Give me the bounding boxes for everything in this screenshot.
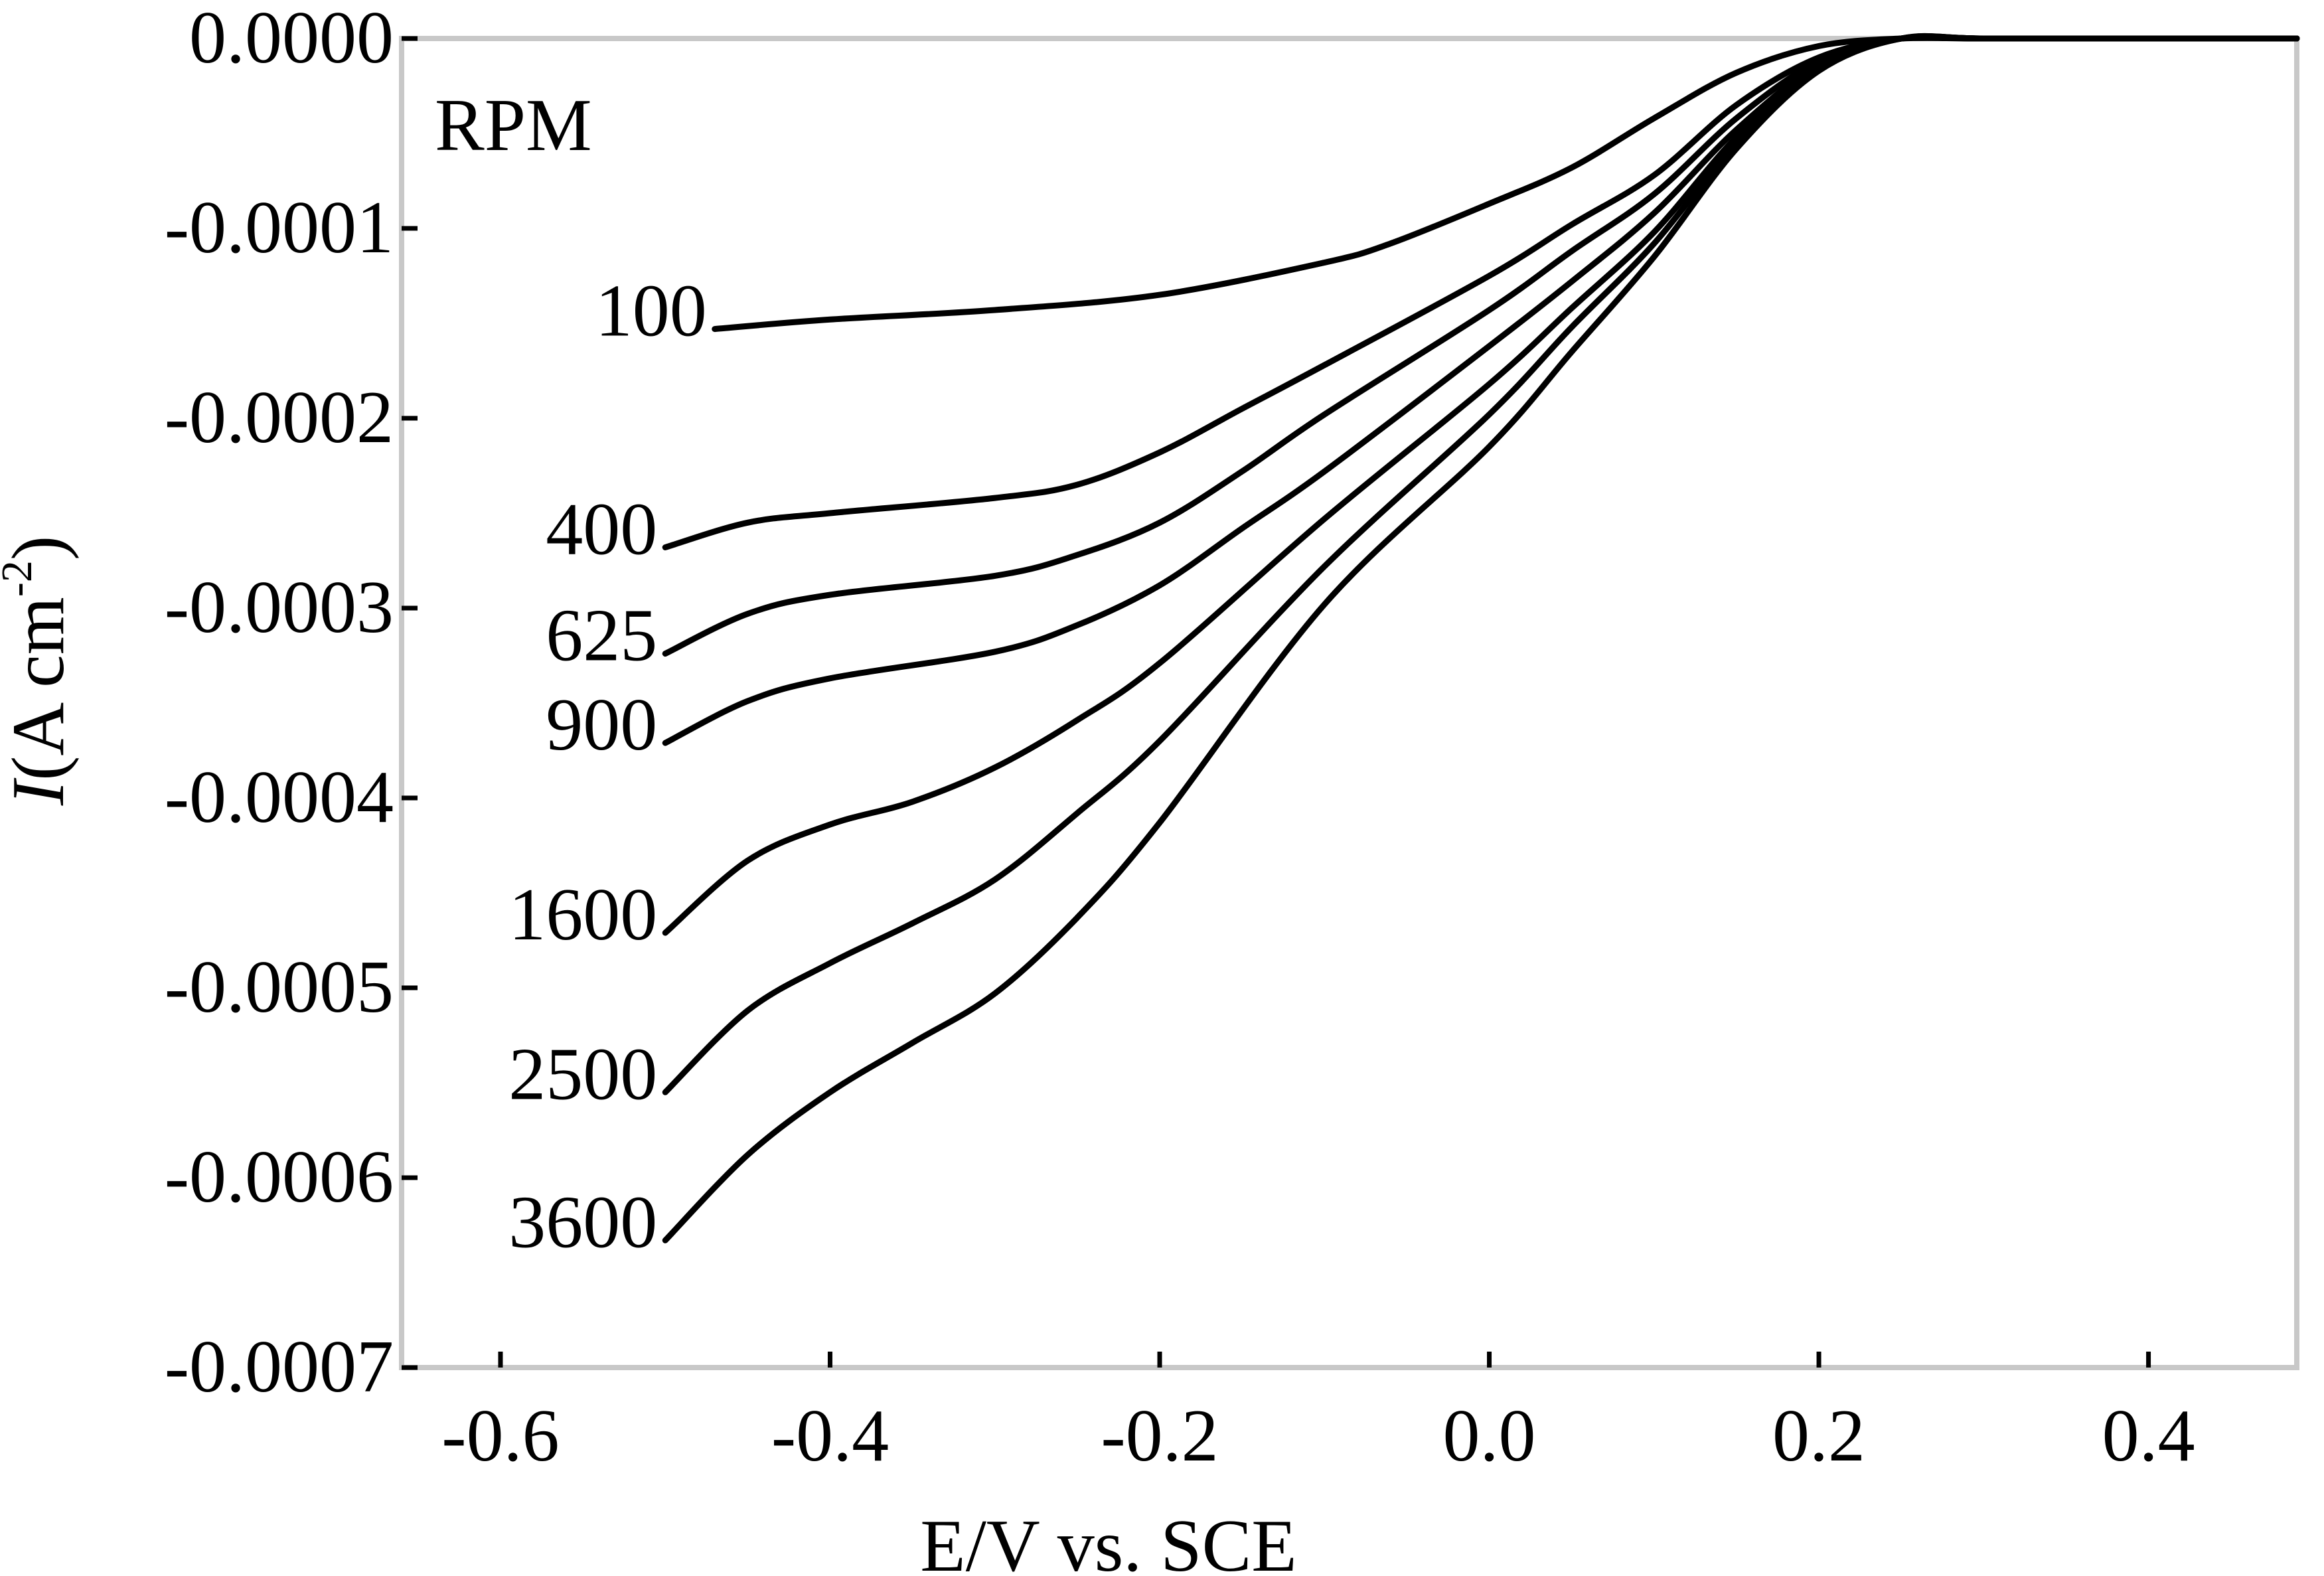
x-tick-label: -0.2 — [1101, 1395, 1218, 1477]
y-tick-label: -0.0006 — [165, 1136, 394, 1218]
x-tick-label: 0.4 — [2102, 1395, 2195, 1477]
y-tick-label: -0.0007 — [165, 1326, 394, 1408]
x-tick-label: 0.0 — [1443, 1395, 1536, 1477]
tick-marks — [402, 36, 2151, 1370]
series-line-3600 — [662, 33, 2300, 1243]
y-tick-labels: 0.0000 -0.0001 -0.0002 -0.0003 -0.0004 -0.000… — [165, 0, 394, 1408]
y-axis-title: I(A cm-2) — [0, 536, 80, 806]
y-tick-label: -0.0004 — [165, 756, 394, 838]
series-label-3600: 3600 — [508, 1181, 657, 1263]
x-tick-labels: -0.6 -0.4 -0.2 0.0 0.2 0.4 — [441, 1395, 2195, 1477]
series-label-2500: 2500 — [508, 1033, 657, 1115]
y-axis-paren-close: ) — [0, 536, 80, 560]
series-label-100: 100 — [595, 270, 707, 353]
series-label-1600: 1600 — [508, 874, 657, 956]
series-label-625: 625 — [546, 595, 657, 677]
y-axis-paren-open: ( — [0, 756, 80, 781]
x-tick-label: -0.4 — [771, 1395, 889, 1477]
y-axis-unit: A cm — [0, 597, 80, 756]
legend-title: RPM — [435, 84, 592, 167]
x-tick-label: 0.2 — [1772, 1395, 1865, 1477]
y-tick-label: -0.0002 — [165, 376, 394, 459]
series-curves — [662, 33, 2300, 1243]
series-label-900: 900 — [546, 684, 657, 766]
y-tick-label: -0.0001 — [165, 187, 394, 269]
y-tick-label: -0.0005 — [165, 946, 394, 1028]
plot-frame — [399, 36, 2299, 1370]
series-label-400: 400 — [546, 488, 657, 570]
y-axis-exp: -2 — [0, 560, 41, 597]
x-tick-label: -0.6 — [441, 1395, 559, 1477]
y-tick-label: 0.0000 — [189, 0, 394, 79]
y-axis-var: I — [0, 777, 80, 806]
x-axis-title: E/V vs. SCE — [920, 1505, 1296, 1576]
y-tick-label: -0.0003 — [165, 566, 394, 649]
